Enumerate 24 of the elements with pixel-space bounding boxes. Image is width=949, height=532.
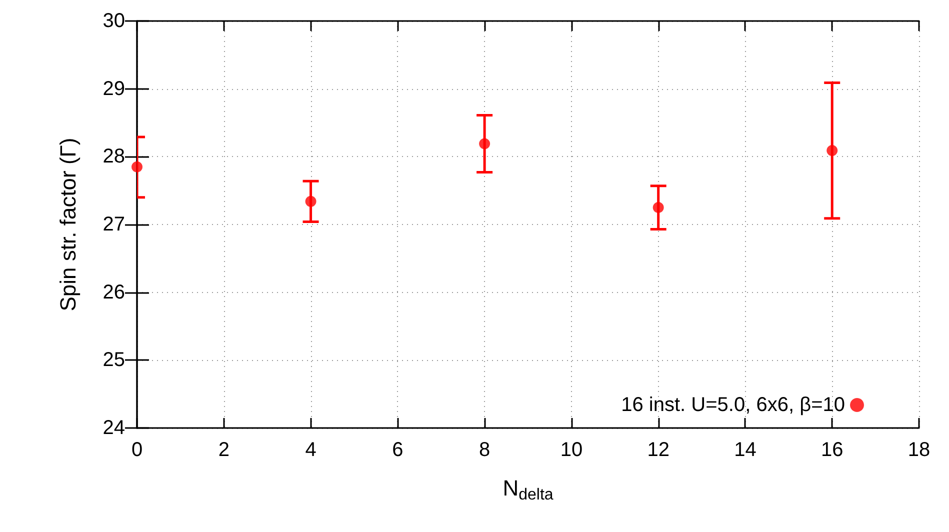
x-tick-label: 2 [218, 439, 230, 461]
x-tick-label: 12 [647, 439, 670, 461]
x-tick-label: 14 [734, 439, 756, 461]
point [305, 196, 316, 207]
x-tick-label: 6 [392, 439, 404, 461]
point [479, 138, 490, 150]
y-axis-title: Spin str. factor (Γ) [56, 138, 80, 312]
x-tick-label: 18 [908, 439, 930, 461]
point [652, 202, 664, 214]
y-tick-label: 29 [102, 78, 125, 100]
y-tick-label: 25 [102, 349, 125, 372]
y-tick-label: 30 [102, 10, 125, 32]
x-tick-label: 16 [820, 439, 844, 461]
y-tick-label: 24 [102, 417, 125, 439]
legend-label: 16 inst. U=5.0, 6x6, β=10 [621, 394, 845, 416]
x-tick-label: 0 [131, 439, 143, 461]
point [826, 145, 838, 156]
y-tick-label: 28 [102, 146, 125, 168]
y-tick-label: 26 [102, 281, 125, 304]
x-tick-label: 8 [478, 439, 490, 461]
x-tick-label: 4 [305, 439, 316, 461]
x-tick-label: 10 [560, 439, 583, 461]
point [132, 161, 142, 172]
y-tick-label: 27 [102, 214, 125, 236]
